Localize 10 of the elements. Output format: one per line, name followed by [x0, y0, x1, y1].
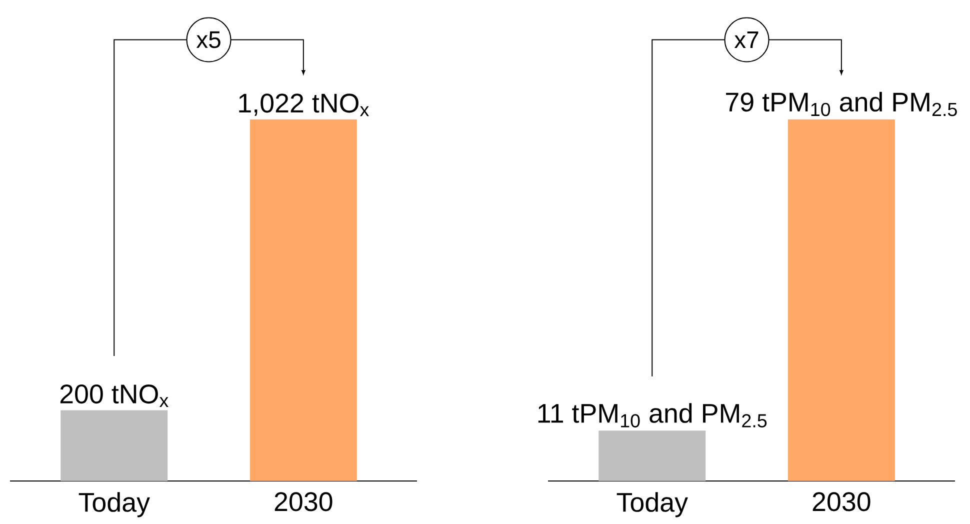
x-tick-label: Today: [616, 492, 688, 518]
text: x7: [734, 32, 758, 48]
x-tick-label: Today: [78, 492, 150, 518]
data-label: 11 tPM$_{10}$ and PM$_{2.5}$: [538, 403, 767, 428]
data-label: 79 tPM$_{10}$ and PM$_{2.5}$: [726, 92, 957, 116]
x-tick-label: 2030: [274, 492, 332, 512]
x-tick-label: 2030: [812, 492, 870, 512]
text: x5: [196, 31, 220, 48]
data-label: 1,022 tNO$_{x}$: [239, 94, 369, 116]
data-label: 200 tNO$_{x}$: [60, 384, 168, 408]
